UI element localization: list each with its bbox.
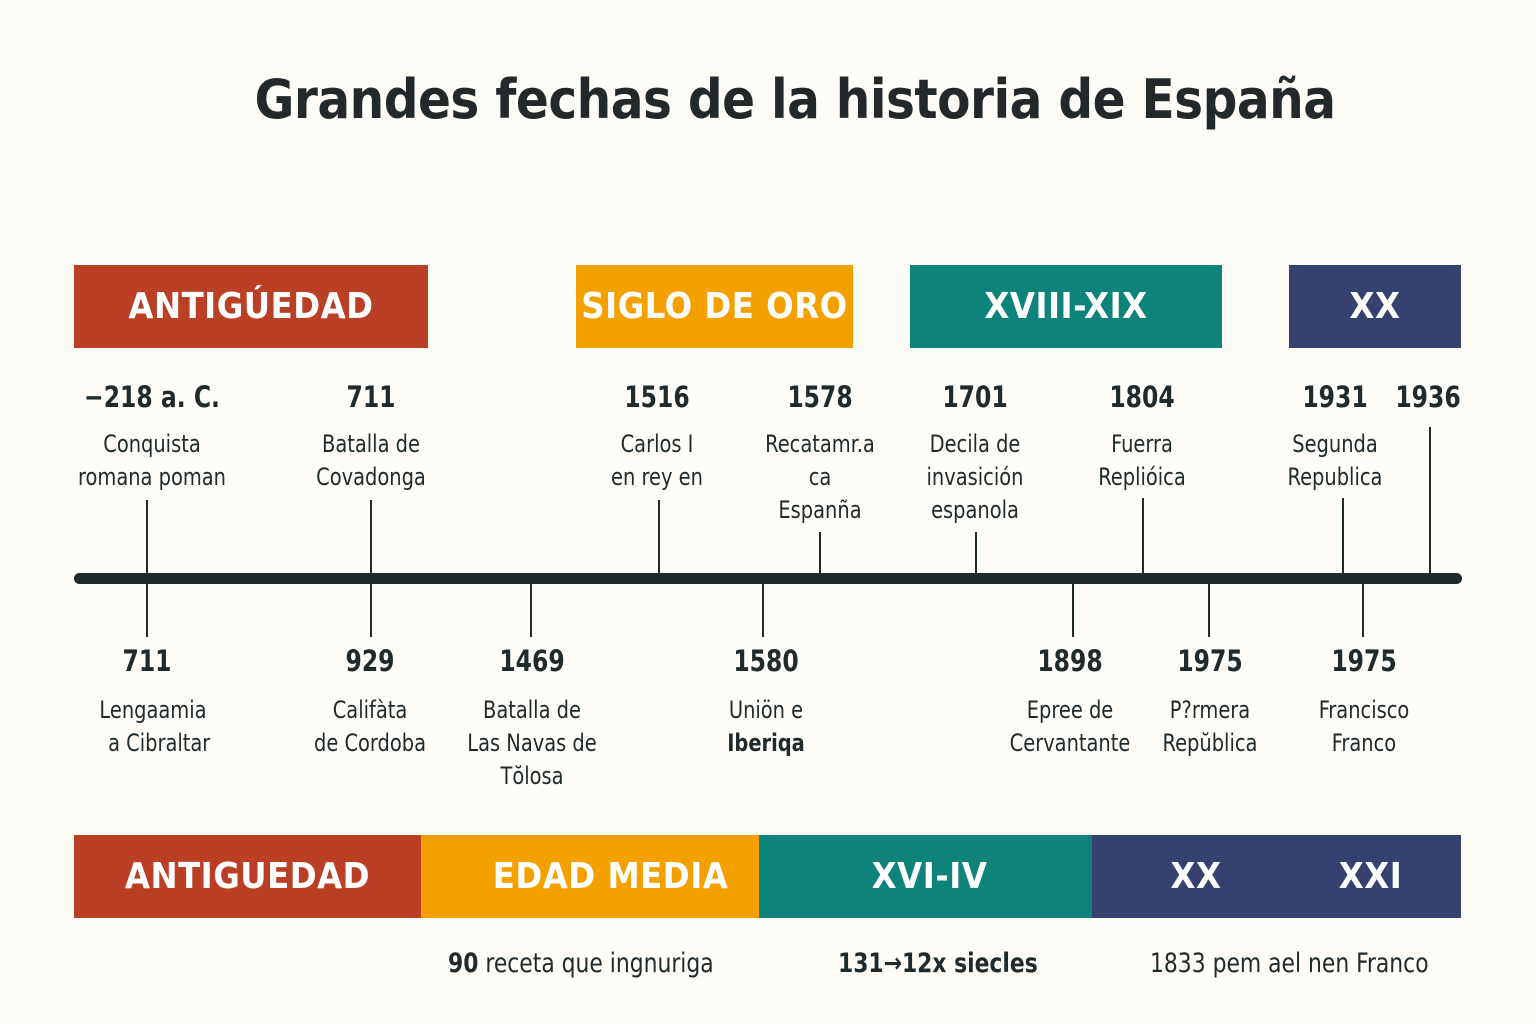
event-description: Recatamr.a: [765, 430, 875, 458]
event-description: Batalla de: [322, 430, 420, 458]
event-year: −218 a. C.: [84, 380, 220, 414]
event-stem: [975, 532, 977, 576]
period-band: SIGLO DE ORO: [576, 265, 853, 348]
event-description: Conquista: [103, 430, 201, 458]
event-year: 1701: [942, 380, 1008, 414]
event-stem: [530, 582, 532, 637]
event-description: Epree de: [1026, 696, 1114, 724]
event-year: 1975: [1177, 644, 1243, 678]
event-stem: [370, 500, 372, 576]
page-title: Grandes fechas de la historia de España: [254, 68, 1336, 131]
event-description: Las Navas de: [467, 729, 597, 757]
event-description: Uniön e: [728, 696, 804, 724]
event-stem: [370, 582, 372, 637]
event-description: Segunda: [1292, 430, 1378, 458]
event-description: invasición: [926, 463, 1024, 491]
event-description: Espanña: [778, 496, 862, 524]
event-description: Republica: [1287, 463, 1383, 491]
event-year: 1516: [624, 380, 690, 414]
period-band-bg: [421, 835, 759, 918]
event-stem: [819, 532, 821, 576]
event-description: Lengaamia: [99, 696, 207, 724]
event-description: Repŭblica: [1162, 729, 1258, 757]
event-stem: [1072, 582, 1074, 637]
event-stem: [762, 582, 764, 637]
event-year: 711: [122, 644, 172, 678]
event-stem: [1142, 498, 1144, 576]
event-stem: [658, 500, 660, 576]
note-bold: 131→12x siecles: [838, 948, 1038, 979]
period-band-bg: [759, 835, 1092, 918]
event-description: Francisco: [1318, 696, 1410, 724]
note-text: 1833 pem ael nen Franco: [1150, 948, 1429, 979]
event-description: ca: [808, 463, 832, 491]
event-year: 1578: [787, 380, 853, 414]
period-band: ANTIGÚEDAD: [74, 265, 428, 348]
event-stem: [146, 582, 148, 637]
event-description: romana poman: [77, 463, 227, 491]
note-bold: 90: [448, 948, 479, 979]
event-description: Covadonga: [316, 463, 426, 491]
event-description: Decila de: [929, 430, 1021, 458]
period-band-label: ANTIGUEDAD: [124, 856, 371, 897]
event-stem: [1342, 498, 1344, 576]
event-stem: [1429, 427, 1431, 576]
event-description: Tŏlosa: [500, 762, 564, 790]
event-description: Iberiqa: [727, 729, 805, 757]
event-year: 1804: [1109, 380, 1175, 414]
event-description: Batalla de: [483, 696, 581, 724]
event-year: 1469: [499, 644, 565, 678]
period-band-label: XVI-IV: [871, 856, 988, 897]
period-band-label: XXI: [1338, 856, 1403, 897]
event-year: 1580: [733, 644, 799, 678]
event-year: 1931: [1302, 380, 1368, 414]
period-band-bg: [74, 835, 421, 918]
footer-note: 90 receta que ingnuriga: [448, 948, 714, 979]
event-stem: [146, 500, 148, 576]
event-description: Carlos I: [620, 430, 694, 458]
event-description: en rey en: [611, 463, 703, 491]
period-band: XVIII-XIX: [910, 265, 1222, 348]
timeline-axis: [74, 573, 1462, 584]
event-description: Fuerra: [1111, 430, 1173, 458]
note-text: receta que ingnuriga: [478, 948, 714, 979]
footer-note: 1833 pem ael nen Franco: [1150, 948, 1429, 979]
period-band-label: EDAD MEDIA: [492, 856, 729, 897]
event-year: 1975: [1331, 644, 1397, 678]
event-description: espanola: [931, 496, 1019, 524]
event-year: 1898: [1037, 644, 1103, 678]
event-description: Cervantante: [1009, 729, 1131, 757]
event-year: 1936: [1395, 380, 1461, 414]
event-description: Califàta: [332, 696, 408, 724]
period-band-bg: [1092, 835, 1461, 918]
event-description: de Cordoba: [313, 729, 426, 757]
period-band-label: XX: [1170, 856, 1222, 897]
event-stem: [1208, 582, 1210, 637]
footer-note: 131→12x siecles: [838, 948, 1038, 979]
event-description: Franco: [1331, 729, 1397, 757]
event-year: 929: [345, 644, 395, 678]
event-description: Replióica: [1098, 463, 1186, 491]
event-description: P?rmera: [1169, 696, 1251, 724]
event-stem: [1362, 582, 1364, 637]
event-description: a Cibraltar: [95, 729, 211, 757]
event-year: 711: [346, 380, 396, 414]
period-band: XX: [1289, 265, 1461, 348]
